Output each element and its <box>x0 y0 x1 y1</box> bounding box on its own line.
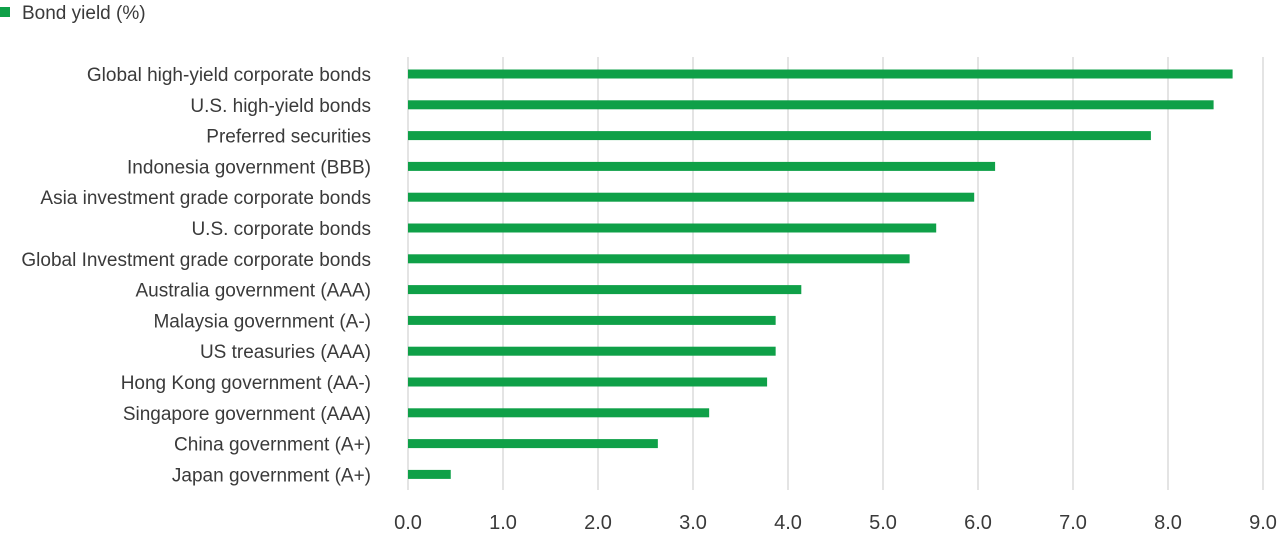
x-tick-label: 4.0 <box>774 512 802 534</box>
x-tick-label: 8.0 <box>1154 512 1182 534</box>
category-label: Global high-yield corporate bonds <box>87 65 371 86</box>
legend-label: Bond yield (%) <box>22 3 146 24</box>
x-tick-label: 3.0 <box>679 512 707 534</box>
bar <box>408 161 996 171</box>
bar <box>408 131 1151 141</box>
bars <box>408 69 1233 479</box>
category-label: China government (A+) <box>174 435 371 456</box>
bar <box>408 100 1214 110</box>
x-axis-tick-labels: 0.0 1.0 2.0 3.0 4.0 5.0 6.0 7.0 8.0 9.0 <box>394 512 1277 534</box>
category-label: Hong Kong government (AA-) <box>121 373 371 394</box>
category-label: U.S. corporate bonds <box>191 219 371 240</box>
category-label: Global Investment grade corporate bonds <box>21 250 371 271</box>
category-label: Preferred securities <box>206 127 371 148</box>
category-label: Australia government (AAA) <box>136 281 372 302</box>
category-label: US treasuries (AAA) <box>200 342 371 363</box>
bar <box>408 377 768 387</box>
x-tick-label: 1.0 <box>489 512 517 534</box>
x-tick-label: 7.0 <box>1059 512 1087 534</box>
gridlines <box>407 57 1264 490</box>
bar <box>408 285 802 295</box>
x-tick-label: 6.0 <box>964 512 992 534</box>
x-tick-label: 5.0 <box>869 512 897 534</box>
bar <box>408 469 451 479</box>
category-label: Japan government (A+) <box>172 465 371 486</box>
bar <box>408 408 710 418</box>
category-label: Malaysia government (A-) <box>153 311 371 332</box>
category-label: Singapore government (AAA) <box>123 404 371 425</box>
bar <box>408 223 937 233</box>
x-tick-label: 9.0 <box>1249 512 1277 534</box>
category-label: Indonesia government (BBB) <box>127 157 371 178</box>
bar <box>408 439 658 449</box>
bar <box>408 254 910 264</box>
bar <box>408 69 1233 79</box>
x-tick-label: 0.0 <box>394 512 422 534</box>
legend: Bond yield (%) <box>0 3 146 24</box>
category-labels: Global high-yield corporate bonds U.S. hi… <box>21 65 371 486</box>
category-label: U.S. high-yield bonds <box>190 96 371 117</box>
bar <box>408 192 975 202</box>
legend-swatch <box>0 7 10 17</box>
x-tick-label: 2.0 <box>584 512 612 534</box>
bar <box>408 346 776 356</box>
category-label: Asia investment grade corporate bonds <box>40 188 371 209</box>
bar <box>408 315 776 325</box>
